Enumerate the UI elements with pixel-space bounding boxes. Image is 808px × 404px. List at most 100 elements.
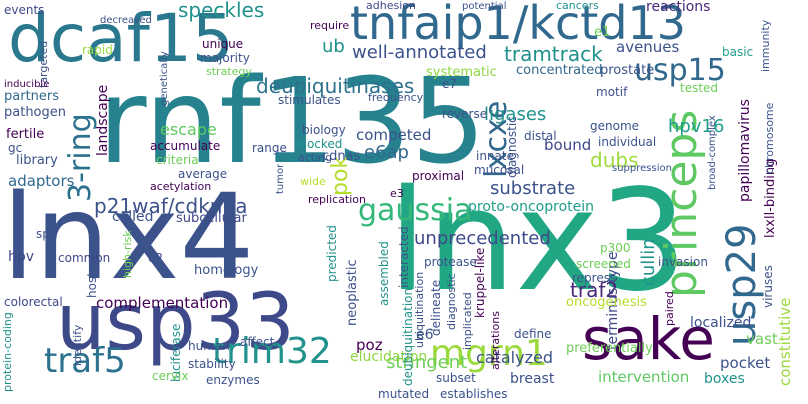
word-cullin: cullin xyxy=(638,238,659,286)
word-innate: innate xyxy=(476,149,514,163)
word-neoplastic: neoplastic xyxy=(345,259,360,326)
word-unique: unique xyxy=(202,37,244,51)
word-range: range xyxy=(252,141,287,155)
word-constitutive: constitutive xyxy=(776,297,794,386)
word-e7: e7 xyxy=(442,77,458,91)
word-immunity: immunity xyxy=(759,19,772,72)
word-e3: e3 xyxy=(390,187,404,200)
word-cdnas: cdnas xyxy=(322,149,361,164)
word-viruses: viruses xyxy=(761,265,775,308)
word-traf2: traf2 xyxy=(570,278,619,302)
word-gaussia: gaussia xyxy=(358,193,473,228)
word-speckles: speckles xyxy=(178,0,265,22)
word-identify: identify xyxy=(71,324,84,366)
word-subcellular: subcellular xyxy=(176,211,247,226)
word-stringent: stringent xyxy=(386,352,468,373)
word-p21waf-cdkn1a: p21waf/cdkn1a xyxy=(94,194,248,218)
word-mgrn1: mgrn1 xyxy=(430,333,548,374)
word-prostate: prostate xyxy=(600,63,655,78)
word-wide: wide xyxy=(300,175,326,188)
word-diagnostic-2: diagnostic xyxy=(445,273,458,330)
word-interacted: interacted xyxy=(397,226,411,288)
word-reverse: reverse xyxy=(442,107,488,121)
word-basic: basic xyxy=(722,45,754,59)
word-majority: majority xyxy=(200,51,250,65)
word-ligases: ligases xyxy=(484,104,547,125)
word-dcaf15: dcaf15 xyxy=(8,0,234,77)
word-individual: individual xyxy=(598,135,657,149)
word-reactions: reactions xyxy=(646,0,711,15)
word-elucidation: elucidation xyxy=(350,349,428,365)
word-high-risk: high-risk xyxy=(121,230,134,278)
word-suppression: suppression xyxy=(612,163,672,174)
word-delineate: delineate xyxy=(429,279,443,336)
word-mutated: mutated xyxy=(378,387,430,401)
word-lnx3: lnx3 xyxy=(388,160,688,323)
word-bound: bound xyxy=(544,136,592,154)
word-cervix: cervix xyxy=(152,369,189,383)
word-deubiquitinases: deubiquitinases xyxy=(256,74,415,98)
word-genome: genome xyxy=(590,119,640,133)
word-fertile: fertile xyxy=(6,127,45,142)
word-define: define xyxy=(514,327,552,341)
word-average: average xyxy=(178,167,228,181)
word-invasion: invasion xyxy=(658,255,708,269)
word-accumulate: accumulate xyxy=(150,139,221,153)
word-traf5: traf5 xyxy=(44,341,126,381)
word-ubiquitination: ubiquitination xyxy=(413,271,426,348)
word-distal: distal xyxy=(524,129,557,143)
word-concentrated: concentrated xyxy=(516,63,603,78)
word-princeps: princeps xyxy=(656,109,707,298)
word-protein-coding: protein-coding xyxy=(1,312,14,392)
word-papillomavirus: papillomavirus xyxy=(737,99,753,202)
word-vast: vast xyxy=(746,330,778,348)
word-stability: stability xyxy=(188,357,236,371)
word-acetylation: acetylation xyxy=(150,180,212,193)
word-tested: tested xyxy=(680,81,719,95)
word-inducible: inducible xyxy=(4,79,50,90)
word-biology: biology xyxy=(302,123,346,137)
word-breast: breast xyxy=(510,371,555,387)
word-localized: localized xyxy=(690,315,752,331)
word-hpv: hpv xyxy=(8,249,35,265)
word-rnf135: rnf135 xyxy=(98,52,486,190)
word-e6: e6 xyxy=(416,327,434,343)
word-require: require xyxy=(310,19,350,32)
word-genetically: genetically xyxy=(159,51,170,106)
word-criteria: criteria xyxy=(156,153,199,167)
word-well-annotated: well-annotated xyxy=(352,42,487,63)
word-alterations: alterations xyxy=(489,311,502,370)
word-usp33: usp33 xyxy=(56,278,295,368)
word-adhesion: adhesion xyxy=(366,0,416,12)
word-boxes: boxes xyxy=(704,371,745,387)
word-affect: affect xyxy=(240,335,275,349)
word-sp1: sp1 xyxy=(36,227,58,241)
word-colorectal: colorectal xyxy=(4,295,63,309)
word-called: called xyxy=(112,209,154,225)
word-events: events xyxy=(4,3,45,17)
word-preferentially: preferentially xyxy=(566,341,653,356)
word-tnfaip1-kctd13: tnfaip1/kctd13 xyxy=(350,0,687,50)
word-assembled: assembled xyxy=(377,241,391,306)
word-complementation: complementation xyxy=(96,294,229,312)
word-trim32: trim32 xyxy=(212,331,332,372)
word-landscape: landscape xyxy=(95,84,111,156)
word-screened: screened xyxy=(576,257,631,271)
word-tramtrack: tramtrack xyxy=(504,42,603,66)
word-intervention: intervention xyxy=(598,368,690,386)
word-gc: gc xyxy=(8,141,23,155)
word-enzymes: enzymes xyxy=(206,373,260,387)
word-p300: p300 xyxy=(600,241,631,255)
word-avenues: avenues xyxy=(616,38,680,56)
word-lnx4: lnx4 xyxy=(2,168,255,306)
word-motif: motif xyxy=(596,85,628,99)
word-host: host xyxy=(85,272,99,298)
word-library: library xyxy=(16,153,58,168)
word-protease: protease xyxy=(424,255,477,269)
word-chromosome: chromosome xyxy=(763,102,776,174)
word-cancers: cancers xyxy=(556,0,599,12)
word-acting: acting xyxy=(298,151,333,164)
word-proximal: proximal xyxy=(412,169,465,183)
word-usp15: usp15 xyxy=(634,53,726,88)
